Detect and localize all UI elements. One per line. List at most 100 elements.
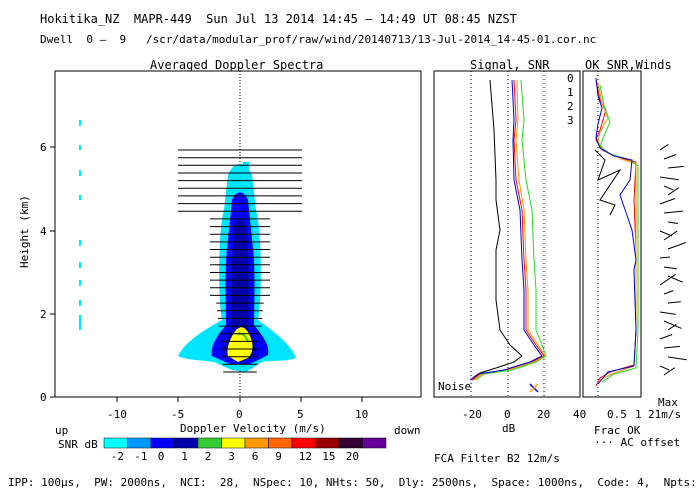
spectra-frame bbox=[54, 70, 422, 398]
winds-tick-1: 1 bbox=[635, 408, 642, 421]
signal-series-2 bbox=[475, 79, 547, 381]
scale-label: 9 bbox=[275, 450, 282, 463]
signal-tick-20: 20 bbox=[537, 408, 550, 421]
signal-series-3 bbox=[469, 79, 543, 381]
signal-tick-neg20: -20 bbox=[462, 408, 482, 421]
wind-barb bbox=[667, 301, 681, 304]
fca-filter-label: FCA Filter B2 12m/s bbox=[434, 452, 560, 465]
x-tick-label-10: 10 bbox=[355, 408, 368, 421]
scale-label: 1 bbox=[181, 450, 188, 463]
series-label-0: 0 bbox=[567, 72, 574, 85]
wind-barb bbox=[663, 185, 674, 191]
winds-series-1 bbox=[597, 81, 637, 381]
spectra-y-ticks bbox=[50, 146, 55, 398]
scale-swatch bbox=[197, 437, 222, 449]
scale-swatch bbox=[362, 437, 387, 449]
scale-label: 12 bbox=[299, 450, 312, 463]
x-tick-label-neg5: -5 bbox=[171, 408, 184, 421]
x-tick-label-neg10: -10 bbox=[107, 408, 127, 421]
scale-swatch bbox=[103, 437, 128, 449]
spectral-width-bars bbox=[178, 149, 302, 373]
series-label-3: 3 bbox=[567, 114, 574, 127]
signal-noise-line bbox=[471, 79, 523, 381]
wind-barb bbox=[663, 320, 682, 329]
footer-params: IPP: 100µs, PW: 2000ns, NCI: 28, NSpec: … bbox=[8, 476, 700, 489]
scale-swatch bbox=[174, 437, 199, 449]
wind-barb bbox=[667, 356, 687, 361]
scale-label: 20 bbox=[346, 450, 359, 463]
max-value: 21m/s bbox=[648, 408, 682, 421]
wind-barb bbox=[663, 290, 674, 295]
y-tick-label-2: 2 bbox=[40, 308, 47, 321]
x-tick-label-0: 0 bbox=[236, 408, 243, 421]
up-label: up bbox=[55, 424, 69, 437]
wind-barb bbox=[659, 143, 669, 151]
scale-swatch bbox=[315, 437, 340, 449]
y-tick-label-4: 4 bbox=[40, 225, 47, 238]
scale-swatch bbox=[244, 437, 269, 449]
wind-barb bbox=[667, 242, 686, 250]
wind-barb bbox=[663, 367, 675, 376]
winds-lines bbox=[594, 77, 639, 387]
wind-barb bbox=[663, 210, 683, 214]
signal-lines bbox=[469, 79, 547, 381]
wind-barb bbox=[659, 311, 676, 315]
scale-swatch bbox=[221, 437, 246, 449]
signal-series-0 bbox=[471, 79, 545, 381]
scale-label: 15 bbox=[322, 450, 335, 463]
frac-ok-label: Frac OK bbox=[594, 424, 641, 437]
wind-barb bbox=[659, 256, 671, 259]
down-label: down bbox=[394, 424, 421, 437]
winds-series-3 bbox=[595, 77, 637, 385]
scale-swatch bbox=[291, 437, 316, 449]
spectra-title: Averaged Doppler Spectra bbox=[150, 58, 324, 72]
y-axis-label: Height (km) bbox=[18, 195, 31, 268]
scale-swatch bbox=[127, 437, 152, 449]
wind-barb bbox=[663, 266, 677, 270]
signal-series-1 bbox=[473, 79, 546, 381]
scale-label: 3 bbox=[228, 450, 235, 463]
series-label-2: 2 bbox=[567, 100, 574, 113]
scale-label: 2 bbox=[205, 450, 212, 463]
series-label-1: 1 bbox=[567, 86, 574, 99]
wind-barb bbox=[659, 230, 673, 237]
spectra-heatmap bbox=[178, 162, 296, 372]
signal-frame bbox=[433, 70, 581, 398]
winds-tick-0.5: 0.5 bbox=[607, 408, 627, 421]
wind-barb bbox=[659, 334, 673, 340]
wind-barb bbox=[663, 154, 677, 160]
wind-barb bbox=[659, 273, 676, 286]
x-axis-label: Doppler Velocity (m/s) bbox=[180, 422, 326, 435]
header-title: Hokitika_NZ MAPR-449 Sun Jul 13 2014 14:… bbox=[40, 12, 517, 26]
max-label: Max bbox=[658, 396, 678, 409]
winds-title: OK SNR,Winds bbox=[585, 58, 672, 72]
wind-barb bbox=[659, 176, 679, 181]
winds-frame bbox=[582, 70, 642, 398]
wind-barb bbox=[667, 221, 678, 224]
wind-barb bbox=[663, 345, 680, 349]
spectra-x-ticks bbox=[116, 397, 363, 402]
scale-label: -1 bbox=[134, 450, 147, 463]
winds-series-0 bbox=[595, 79, 637, 387]
wind-barb bbox=[667, 187, 679, 196]
noise-label: Noise bbox=[438, 380, 472, 393]
signal-tick-40: 40 bbox=[573, 408, 586, 421]
wind-barb bbox=[667, 275, 683, 283]
ac-offset-label: ··· AC offset bbox=[594, 436, 681, 449]
scale-label: 0 bbox=[158, 450, 165, 463]
y-tick-label-6: 6 bbox=[40, 141, 47, 154]
wind-barb bbox=[663, 230, 678, 241]
wind-barb bbox=[659, 365, 670, 371]
signal-title: Signal, SNR bbox=[470, 58, 550, 72]
snr-db-label: SNR dB bbox=[58, 438, 98, 451]
scale-swatch bbox=[150, 437, 175, 449]
winds-frac-line bbox=[594, 149, 622, 216]
header-file-path: Dwell 0 – 9 /scr/data/modular_prof/raw/w… bbox=[40, 33, 597, 46]
snr-scale-labels: -2 -1 0 1 2 3 6 9 12 15 20 bbox=[111, 450, 359, 463]
scale-swatch bbox=[268, 437, 293, 449]
signal-x-label: dB bbox=[502, 422, 516, 435]
wind-barb bbox=[667, 323, 677, 331]
x-tick-label-5: 5 bbox=[297, 408, 304, 421]
wind-barb bbox=[667, 165, 684, 169]
